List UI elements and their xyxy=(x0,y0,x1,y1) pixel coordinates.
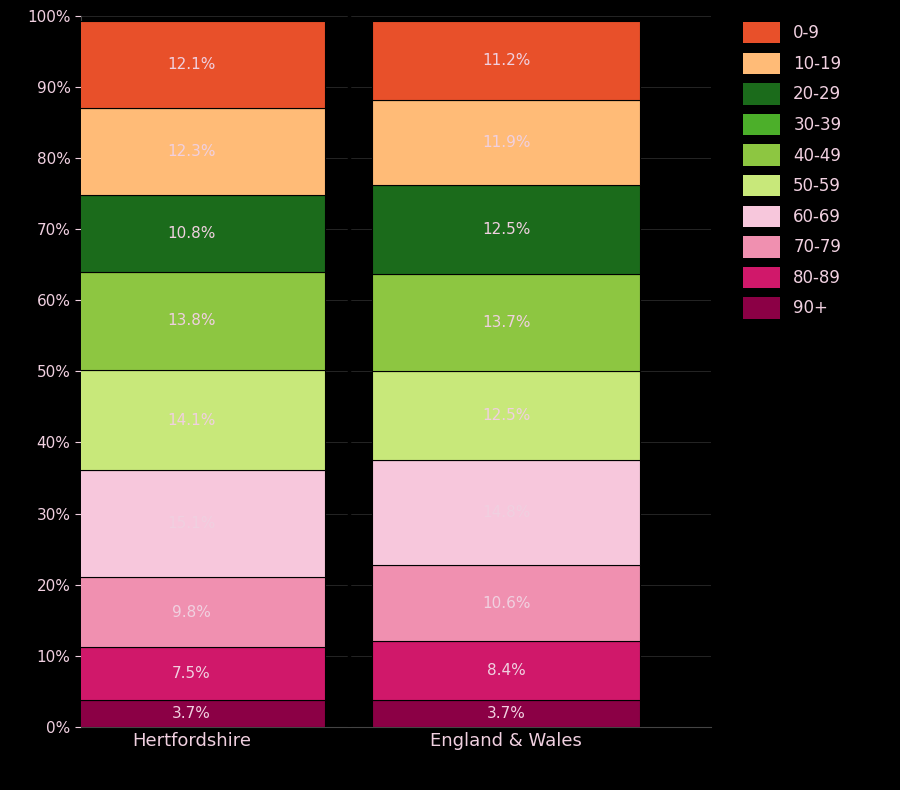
Text: 7.5%: 7.5% xyxy=(172,666,211,681)
Bar xyxy=(58,470,325,577)
Text: 9.8%: 9.8% xyxy=(172,605,211,620)
Text: 10.6%: 10.6% xyxy=(482,596,530,611)
Bar xyxy=(58,370,325,470)
Bar xyxy=(373,701,640,727)
Text: 10.8%: 10.8% xyxy=(167,226,215,241)
Bar xyxy=(373,21,640,100)
Bar xyxy=(373,460,640,566)
Bar xyxy=(373,371,640,460)
Text: 8.4%: 8.4% xyxy=(487,663,526,678)
Bar xyxy=(373,566,640,641)
Bar xyxy=(373,641,640,701)
Text: 15.1%: 15.1% xyxy=(167,517,215,532)
Text: 12.1%: 12.1% xyxy=(167,57,215,72)
Bar xyxy=(373,185,640,274)
Bar xyxy=(373,274,640,371)
Bar xyxy=(58,577,325,647)
Bar xyxy=(58,272,325,370)
Bar xyxy=(373,100,640,185)
Text: 13.8%: 13.8% xyxy=(167,314,215,329)
Text: 3.7%: 3.7% xyxy=(487,706,526,721)
Bar xyxy=(58,195,325,272)
Bar xyxy=(58,21,325,107)
Text: 11.2%: 11.2% xyxy=(482,53,530,68)
Text: 3.7%: 3.7% xyxy=(172,706,211,721)
Bar xyxy=(58,647,325,701)
Text: 14.8%: 14.8% xyxy=(482,506,530,521)
Text: 12.5%: 12.5% xyxy=(482,408,530,423)
Text: 13.7%: 13.7% xyxy=(482,315,530,330)
Bar xyxy=(58,107,325,195)
Bar xyxy=(58,701,325,727)
Text: 12.3%: 12.3% xyxy=(167,144,215,159)
Text: 14.1%: 14.1% xyxy=(167,412,215,427)
Text: 11.9%: 11.9% xyxy=(482,135,530,150)
Legend: 0-9, 10-19, 20-29, 30-39, 40-49, 50-59, 60-69, 70-79, 80-89, 90+: 0-9, 10-19, 20-29, 30-39, 40-49, 50-59, … xyxy=(738,17,846,324)
Text: 12.5%: 12.5% xyxy=(482,222,530,237)
